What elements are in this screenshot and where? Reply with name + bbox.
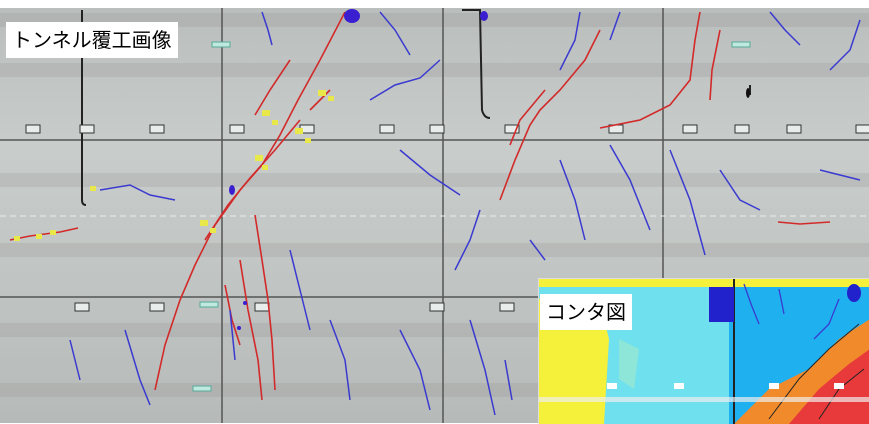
water-leak-areas bbox=[229, 9, 488, 330]
cables bbox=[81, 9, 751, 206]
contour-leak-area bbox=[847, 284, 861, 302]
contour-markers bbox=[607, 383, 844, 389]
contour-blue-cracks bbox=[743, 283, 840, 340]
contour-map-panel: コンタ図 bbox=[538, 278, 869, 424]
dark-spot bbox=[746, 88, 750, 98]
contour-yellow-zone bbox=[539, 299, 609, 424]
red-cracks bbox=[9, 11, 831, 401]
blue-cracks bbox=[69, 11, 861, 416]
contour-leak-area bbox=[709, 287, 734, 322]
green-marker-icon bbox=[192, 41, 751, 392]
contour-top-band bbox=[539, 279, 869, 287]
contour-red-zone bbox=[789, 349, 869, 424]
lamp-fixture-icon bbox=[25, 124, 869, 312]
contour-map-label: コンタ図 bbox=[540, 294, 632, 330]
contour-joint-band bbox=[539, 397, 869, 402]
crack-annotations bbox=[14, 90, 334, 241]
contour-light-zone bbox=[619, 339, 639, 389]
tunnel-image-label: トンネル覆工画像 bbox=[6, 22, 178, 58]
top-border bbox=[0, 0, 869, 8]
